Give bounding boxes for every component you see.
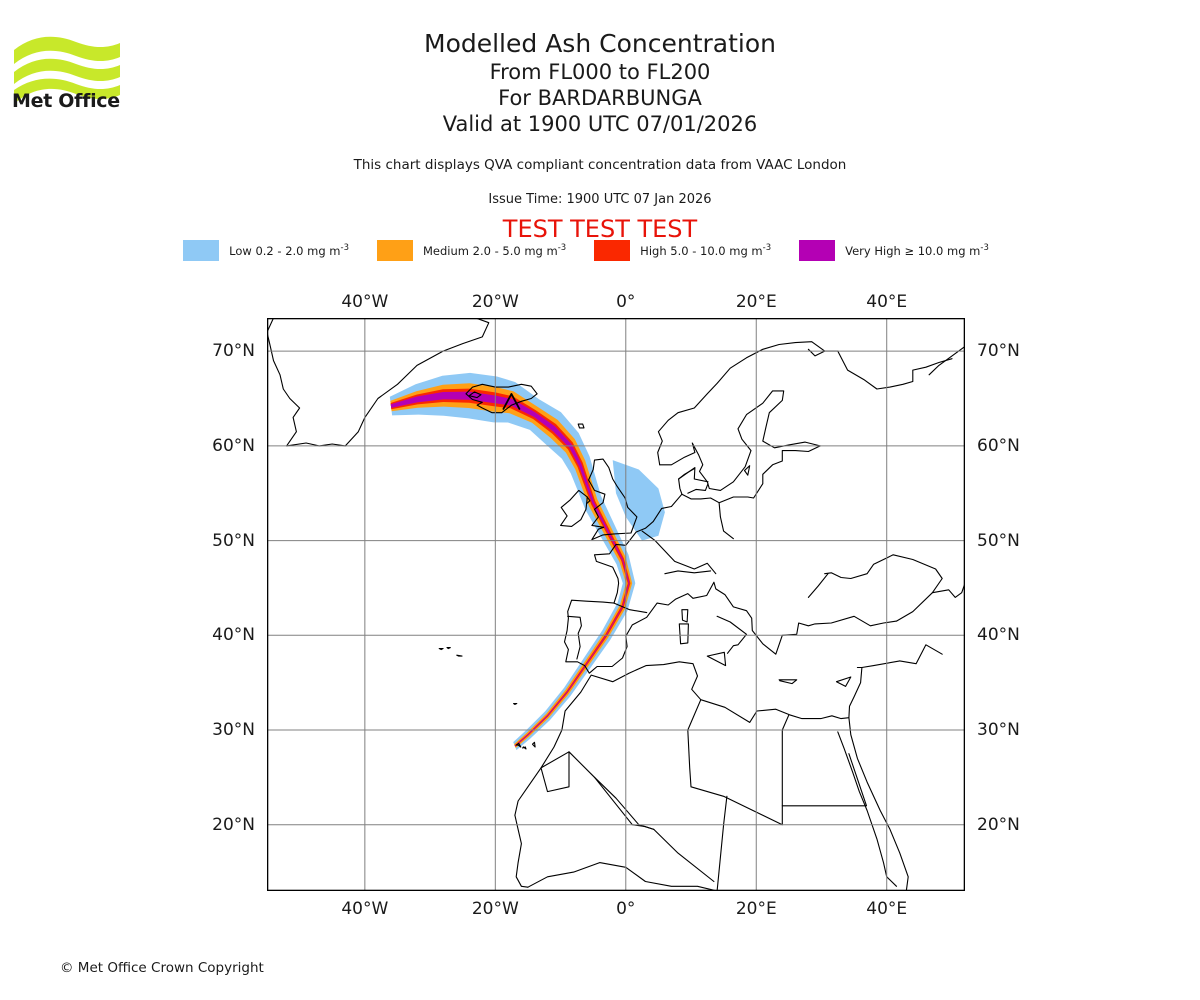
- lat-tick-right-3: 50°N: [977, 530, 1020, 551]
- lon-tick-bottom-1: 20°W: [471, 899, 519, 919]
- coastline-canaries3: [531, 741, 536, 748]
- lon-tick-top-0: 40°W: [341, 292, 389, 312]
- concentration-legend: Low 0.2 - 2.0 mg m-3 Medium 2.0 - 5.0 mg…: [0, 240, 1200, 261]
- lon-tick-top-3: 20°E: [735, 292, 777, 312]
- coastline-norway_w: [657, 341, 826, 466]
- coastline-iceland_nw: [468, 391, 482, 399]
- coastline-jutland2: [678, 468, 695, 480]
- map-frame: [267, 318, 965, 891]
- lat-tick-right-1: 30°N: [977, 719, 1020, 740]
- coastline-border_tr_sy: [861, 660, 901, 669]
- coastline-greenland_e: [344, 318, 490, 447]
- coastline-red_sea: [848, 717, 909, 891]
- coastline-faroes: [577, 423, 585, 429]
- coastline-sardinia: [678, 623, 689, 645]
- ash-concentration-map: 40°W 40°W 20°W 20°W 0° 0° 20°E 20°E 40°E 40°E 20°N…: [212, 292, 1020, 919]
- graticule-layer: [267, 318, 965, 891]
- coastline-border_fr_es: [613, 602, 648, 614]
- legend-swatch-medium: [376, 240, 413, 261]
- coastline-italy_s: [716, 615, 748, 654]
- lat-tick-left-1: 30°N: [212, 719, 255, 740]
- legend-swatch-very-high: [799, 240, 836, 261]
- coastline-borders_eu: [641, 530, 717, 575]
- coastline-border_sahara1: [540, 751, 570, 793]
- lat-tick-left-5: 70°N: [212, 341, 255, 362]
- chart-note: This chart displays QVA compliant concen…: [353, 157, 847, 173]
- page-title: Modelled Ash Concentration: [424, 29, 776, 58]
- coastline-border_niger: [653, 828, 715, 883]
- coastline-sicily: [706, 651, 727, 667]
- legend-label-low: Low 0.2 - 2.0 mg m-3: [229, 243, 349, 258]
- lat-tick-right-5: 70°N: [977, 341, 1020, 362]
- logo-waves: [14, 36, 120, 104]
- lat-tick-right-4: 60°N: [977, 435, 1020, 456]
- coastline-border_alg_mali: [593, 776, 655, 830]
- coastline-uk_ireland_sea: [586, 496, 591, 505]
- coastline-azores2: [446, 647, 451, 650]
- lon-tick-bottom-0: 40°W: [341, 899, 389, 919]
- met-office-logo: [14, 36, 120, 104]
- coastline-crete: [778, 679, 798, 685]
- lat-tick-left-3: 50°N: [212, 530, 255, 551]
- coastline-denmark: [687, 483, 709, 494]
- issue-time: Issue Time: 1900 UTC 07 Jan 2026: [488, 192, 712, 207]
- coastline-madeira: [513, 702, 518, 705]
- ash-band-low: [389, 372, 636, 751]
- volcano-name: For BARDARBUNGA: [498, 86, 702, 110]
- lon-tick-bottom-4: 40°E: [866, 899, 908, 919]
- lon-tick-top-4: 40°E: [866, 292, 908, 312]
- coastline-border_pt_es: [567, 615, 582, 660]
- lat-tick-right-0: 20°N: [977, 814, 1020, 835]
- coastline-black_sea_n: [807, 573, 829, 598]
- legend-label-medium: Medium 2.0 - 5.0 mg m-3: [422, 243, 567, 258]
- coastline-uk: [588, 458, 638, 541]
- met-office-wordmark: Met Office: [12, 90, 120, 112]
- lat-tick-left-0: 20°N: [212, 814, 255, 835]
- flight-level-range: From FL000 to FL200: [489, 60, 711, 84]
- coastline-cyprus: [835, 676, 852, 687]
- coastline-red_sea_w: [837, 731, 898, 887]
- lon-tick-bottom-2: 0°: [616, 899, 636, 919]
- coastline-canaries2: [522, 746, 527, 750]
- lon-tick-top-1: 20°W: [471, 292, 519, 312]
- legend-item-medium: Medium 2.0 - 5.0 mg m-3: [376, 240, 594, 261]
- lat-tick-left-2: 40°N: [212, 625, 255, 646]
- legend-swatch-high: [594, 240, 631, 261]
- title-block: Modelled Ash Concentration From FL000 to…: [0, 28, 1200, 137]
- legend-item-low: Low 0.2 - 2.0 mg m-3: [183, 240, 377, 261]
- lat-tick-right-2: 40°N: [977, 625, 1020, 646]
- coastline-greenland: [267, 318, 301, 447]
- coastline-iceland: [465, 383, 538, 414]
- coastline-corsica: [681, 609, 689, 623]
- coastline-azores3: [456, 654, 463, 657]
- coastline-norway_s: [659, 390, 821, 491]
- lat-tick-left-4: 60°N: [212, 435, 255, 456]
- legend-item-very-high: Very High ≥ 10.0 mg m-3: [799, 240, 1017, 261]
- coastline-border_egypt: [781, 753, 868, 807]
- coastline-africa_w: [514, 814, 529, 888]
- coastline-balt_isl: [743, 465, 751, 476]
- coastline-white_sea: [837, 350, 953, 390]
- copyright-notice: © Met Office Crown Copyright: [60, 960, 264, 976]
- coastline-alps: [664, 570, 712, 575]
- legend-label-high: High 5.0 - 10.0 mg m-3: [640, 243, 772, 258]
- coastline-border_de_pl: [718, 502, 734, 540]
- coastline-baltic_e: [678, 445, 821, 504]
- valid-time: Valid at 1900 UTC 07/01/2026: [442, 112, 758, 136]
- volcano-source-marker: [502, 393, 521, 410]
- coastline-caspian: [931, 582, 965, 598]
- lon-tick-top-2: 0°: [616, 292, 636, 312]
- legend-swatch-low: [183, 240, 220, 261]
- lon-tick-bottom-3: 20°E: [735, 899, 777, 919]
- coastline-border_iraq: [899, 644, 943, 665]
- legend-item-high: High 5.0 - 10.0 mg m-3: [594, 240, 799, 261]
- coastline-azores1: [438, 647, 444, 651]
- test-banner: TEST TEST TEST: [502, 215, 698, 243]
- coastline-ireland: [560, 489, 588, 527]
- coastline-border_libya: [687, 699, 790, 826]
- coastline-africa_n: [514, 661, 863, 816]
- legend-label-very-high: Very High ≥ 10.0 mg m-3: [845, 243, 989, 258]
- coastline-nl_be_fr: [563, 493, 898, 674]
- coastline-canaries1: [515, 742, 522, 748]
